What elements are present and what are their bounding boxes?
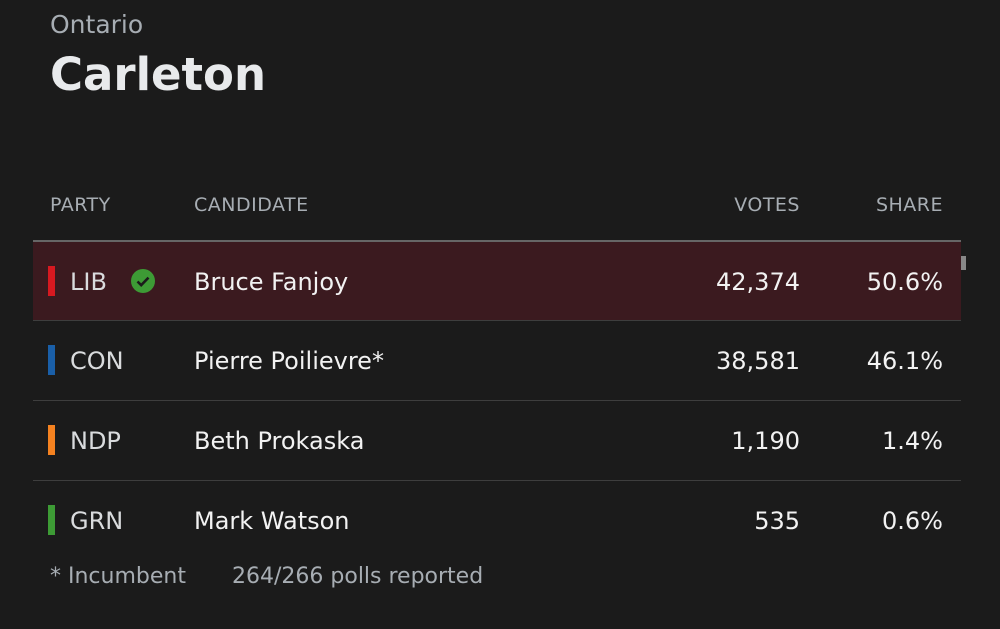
- share: 0.6%: [882, 506, 943, 535]
- result-row: NDP Beth Prokaska 1,190 1.4%: [33, 400, 961, 480]
- share: 50.6%: [866, 267, 943, 296]
- candidate: Pierre Poilievre*: [194, 346, 384, 375]
- votes: 535: [754, 506, 800, 535]
- party-color-bar: [48, 266, 55, 296]
- party: LIB: [70, 267, 107, 296]
- region: Ontario: [50, 10, 144, 39]
- col-header: VOTES: [734, 194, 800, 216]
- polls-note: 264/266 polls reported: [232, 564, 484, 589]
- winner-check: [131, 269, 155, 293]
- party: NDP: [70, 426, 121, 455]
- share: 46.1%: [866, 346, 943, 375]
- incumbent-note: * Incumbent: [50, 564, 186, 589]
- votes: 38,581: [716, 346, 800, 375]
- party-color-bar: [48, 345, 55, 375]
- col-header: SHARE: [875, 194, 943, 216]
- share: 1.4%: [882, 426, 943, 455]
- result-row: LIB Bruce Fanjoy 42,374 50.6%: [33, 240, 961, 321]
- riding-title: Carleton: [50, 48, 266, 101]
- result-row: GRN Mark Watson 535 0.6%: [33, 480, 961, 560]
- scrollbar[interactable]: [961, 256, 966, 270]
- party: CON: [70, 346, 124, 375]
- votes: 1,190: [731, 426, 800, 455]
- party: GRN: [70, 506, 124, 535]
- result-row: CON Pierre Poilievre* 38,581 46.1%: [33, 320, 961, 400]
- candidate: Bruce Fanjoy: [194, 267, 349, 296]
- candidate: Beth Prokaska: [194, 426, 365, 455]
- col-header: PARTY: [50, 194, 111, 216]
- party-color-bar: [48, 425, 55, 455]
- candidate: Mark Watson: [194, 506, 350, 535]
- col-header: CANDIDATE: [194, 194, 309, 216]
- party-color-bar: [48, 505, 55, 535]
- votes: 42,374: [716, 267, 800, 296]
